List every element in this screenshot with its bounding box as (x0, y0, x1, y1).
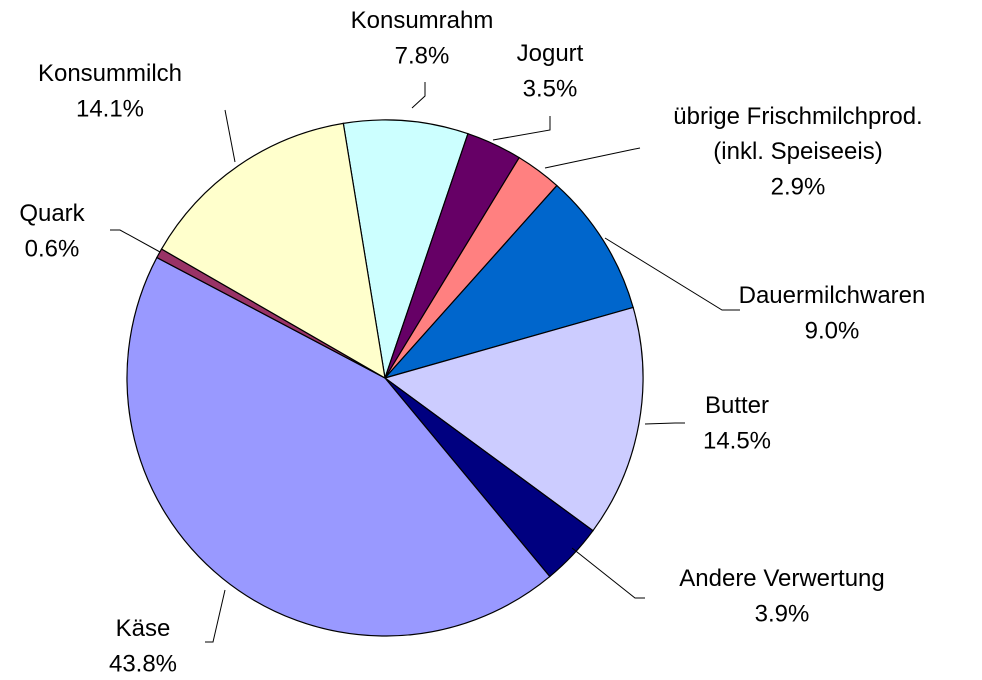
pie-slice (126, 256, 551, 637)
label-line: Dauermilchwaren (739, 282, 926, 309)
label-line: Konsummilch (38, 60, 182, 87)
value-label: 9.0% (805, 317, 860, 344)
leader-line (205, 589, 226, 643)
value-label: 14.5% (703, 427, 771, 454)
leader-line (224, 109, 236, 163)
label-line: Quark (19, 200, 85, 227)
label-line: Jogurt (517, 40, 584, 67)
value-label: 3.5% (523, 75, 578, 102)
pie-slice (160, 122, 386, 380)
label-line: Konsumrahm (351, 7, 494, 34)
slice-label: Konsummilch (38, 60, 182, 87)
label-line: Andere Verwertung (679, 565, 884, 592)
leader-line (110, 229, 161, 253)
pie-slice (383, 184, 634, 380)
value-label: 43.8% (109, 650, 177, 677)
slice-label: Quark (19, 200, 85, 227)
label-line: (inkl. Speiseeis) (713, 138, 882, 165)
slice-label: übrige Frischmilchprod. (inkl. Speiseeis) (673, 103, 922, 165)
label-line: übrige Frischmilchprod. (673, 103, 922, 130)
slice-label: Jogurt (517, 40, 584, 67)
value-label: 7.8% (395, 42, 450, 69)
value-label: 2.9% (771, 173, 826, 200)
leader-line (411, 82, 426, 109)
value-label: 14.1% (76, 95, 144, 122)
leader-line (644, 422, 685, 425)
slice-label: Konsumrahm (351, 7, 494, 34)
leader-line (604, 237, 740, 311)
leader-line (571, 547, 645, 599)
label-line: Käse (116, 615, 171, 642)
slice-label: Dauermilchwaren (739, 282, 926, 309)
label-line: Butter (705, 392, 769, 419)
leader-line (492, 116, 551, 141)
slice-label: Käse (116, 615, 171, 642)
pie-slice (383, 306, 644, 532)
slice-label: Andere Verwertung (679, 565, 884, 592)
slice-label: Butter (705, 392, 769, 419)
value-label: 3.9% (755, 600, 810, 627)
value-label: 0.6% (25, 235, 80, 262)
leader-line (544, 147, 641, 169)
